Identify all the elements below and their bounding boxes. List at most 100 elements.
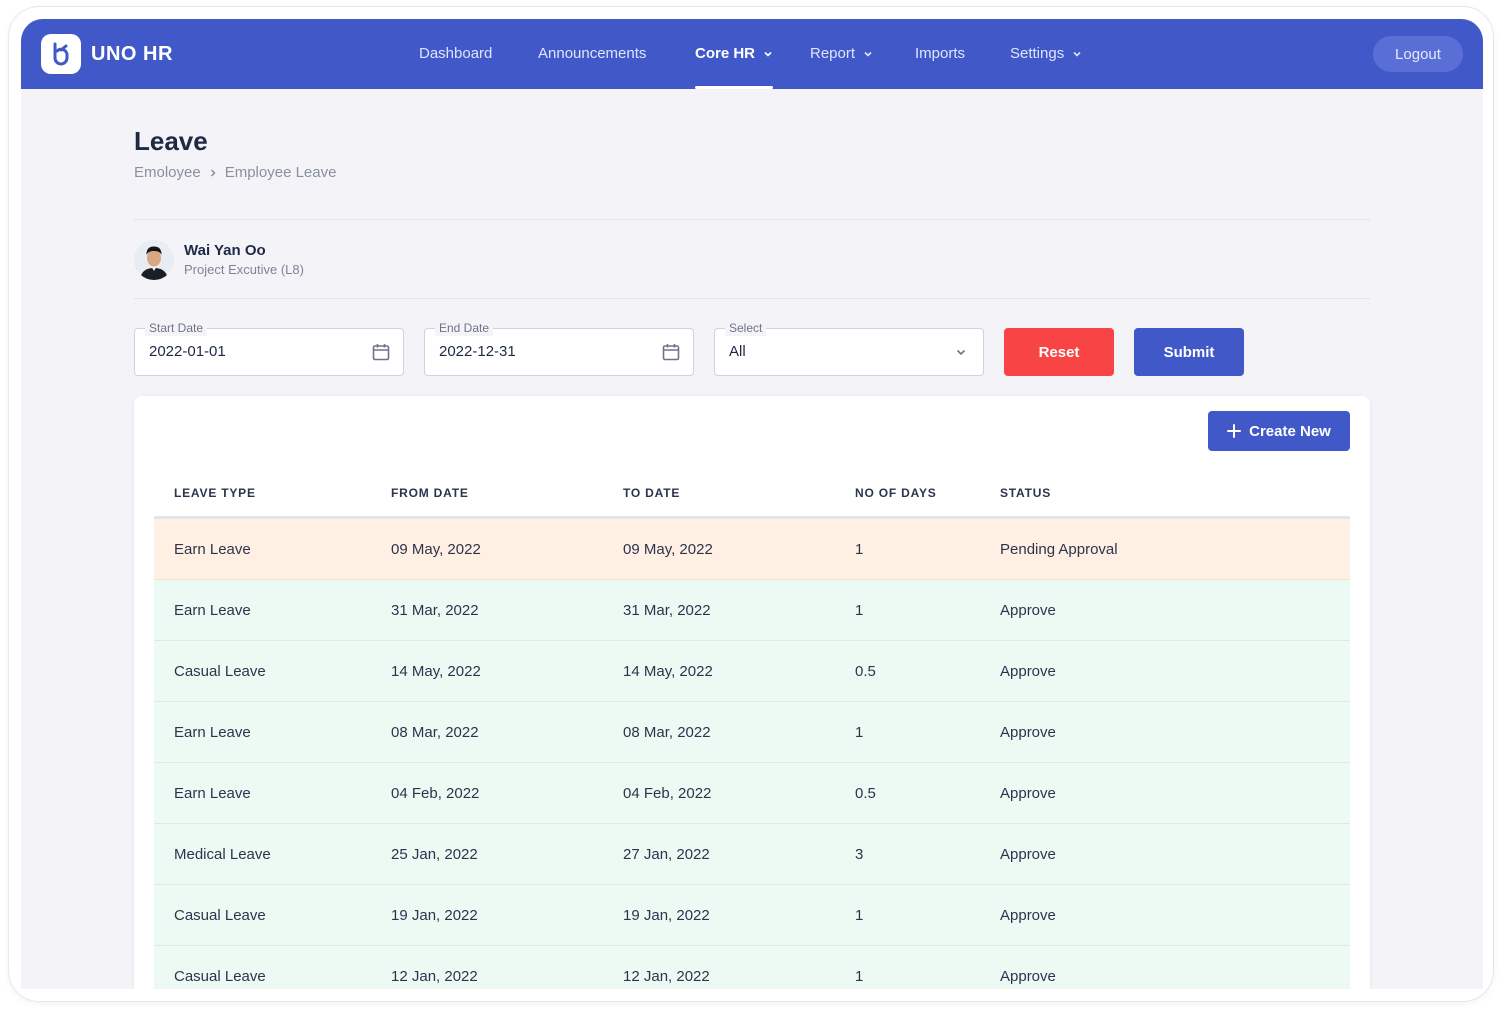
table-row[interactable]: Earn Leave 08 Mar, 2022 08 Mar, 2022 1 A… bbox=[154, 701, 1350, 763]
start-date-value: 2022-01-01 bbox=[149, 343, 226, 360]
start-date-field[interactable]: Start Date 2022-01-01 bbox=[134, 320, 404, 376]
cell-status: Approve bbox=[1000, 640, 1350, 702]
nav-report-label: Report bbox=[810, 45, 856, 62]
cell-from-date: 12 Jan, 2022 bbox=[391, 945, 623, 989]
column-header-status[interactable]: STATUS bbox=[1000, 469, 1350, 519]
cell-to-date: 31 Mar, 2022 bbox=[623, 579, 855, 641]
table-row[interactable]: Earn Leave 04 Feb, 2022 04 Feb, 2022 0.5… bbox=[154, 762, 1350, 824]
create-new-button[interactable]: Create New bbox=[1208, 411, 1350, 451]
nav-imports[interactable]: Imports bbox=[915, 19, 965, 89]
cell-days: 0.5 bbox=[855, 640, 1000, 702]
chevron-down-icon bbox=[1073, 51, 1081, 57]
nav-settings-label: Settings bbox=[1010, 45, 1065, 62]
cell-from-date: 14 May, 2022 bbox=[391, 640, 623, 702]
cell-status: Approve bbox=[1000, 579, 1350, 641]
cell-days: 1 bbox=[855, 701, 1000, 763]
cell-to-date: 19 Jan, 2022 bbox=[623, 884, 855, 946]
column-header-no-of-days[interactable]: NO OF DAYS bbox=[855, 469, 1000, 519]
end-date-field[interactable]: End Date 2022-12-31 bbox=[424, 320, 694, 376]
nav-dashboard-label: Dashboard bbox=[419, 45, 493, 62]
calendar-icon[interactable] bbox=[661, 342, 681, 362]
cell-leave-type: Earn Leave bbox=[154, 579, 391, 641]
cell-leave-type: Earn Leave bbox=[154, 701, 391, 763]
app-screen: UNO HR Dashboard Announcements Core HR R… bbox=[21, 19, 1483, 989]
table-row[interactable]: Earn Leave 31 Mar, 2022 31 Mar, 2022 1 A… bbox=[154, 579, 1350, 641]
avatar bbox=[134, 240, 174, 280]
cell-days: 0.5 bbox=[855, 762, 1000, 824]
status-select-value: All bbox=[729, 343, 746, 360]
header-divider bbox=[134, 219, 1370, 220]
cell-status: Pending Approval bbox=[1000, 517, 1350, 580]
cell-status: Approve bbox=[1000, 701, 1350, 763]
cell-leave-type: Earn Leave bbox=[154, 517, 391, 580]
status-select[interactable]: Select All bbox=[714, 320, 984, 376]
cell-leave-type: Casual Leave bbox=[154, 884, 391, 946]
create-new-label: Create New bbox=[1249, 422, 1331, 440]
cell-leave-type: Earn Leave bbox=[154, 762, 391, 824]
cell-status: Approve bbox=[1000, 762, 1350, 824]
submit-button[interactable]: Submit bbox=[1134, 328, 1244, 376]
reset-button[interactable]: Reset bbox=[1004, 328, 1114, 376]
chevron-down-icon bbox=[864, 51, 872, 57]
plus-icon bbox=[1227, 424, 1242, 438]
cell-status: Approve bbox=[1000, 945, 1350, 989]
chevron-right-icon bbox=[210, 168, 216, 177]
breadcrumb-current: Employee Leave bbox=[224, 164, 337, 181]
cell-from-date: 19 Jan, 2022 bbox=[391, 884, 623, 946]
leave-table: LEAVE TYPE FROM DATE TO DATE NO OF DAYS … bbox=[154, 469, 1350, 989]
end-date-value: 2022-12-31 bbox=[439, 343, 516, 360]
table-row[interactable]: Earn Leave 09 May, 2022 09 May, 2022 1 P… bbox=[154, 517, 1350, 580]
calendar-icon[interactable] bbox=[371, 342, 391, 362]
breadcrumb-employee-link[interactable]: Emoloyee bbox=[134, 164, 201, 181]
column-header-to-date[interactable]: TO DATE bbox=[623, 469, 855, 519]
nav-settings[interactable]: Settings bbox=[1010, 19, 1082, 89]
cell-to-date: 09 May, 2022 bbox=[623, 517, 855, 580]
column-header-leave-type[interactable]: LEAVE TYPE bbox=[154, 469, 391, 519]
nav-announcements-label: Announcements bbox=[538, 45, 647, 62]
nav-dashboard[interactable]: Dashboard bbox=[419, 19, 492, 89]
cell-to-date: 04 Feb, 2022 bbox=[623, 762, 855, 824]
end-date-label: End Date bbox=[435, 320, 494, 336]
uno-hr-logo-icon[interactable] bbox=[41, 34, 81, 74]
cell-status: Approve bbox=[1000, 823, 1350, 885]
nav-imports-label: Imports bbox=[915, 45, 966, 62]
cell-leave-type: Medical Leave bbox=[154, 823, 391, 885]
page-title: Leave bbox=[134, 126, 208, 156]
start-date-label: Start Date bbox=[145, 320, 208, 336]
brand-name: UNO HR bbox=[91, 43, 173, 65]
cell-to-date: 08 Mar, 2022 bbox=[623, 701, 855, 763]
table-row[interactable]: Casual Leave 14 May, 2022 14 May, 2022 0… bbox=[154, 640, 1350, 702]
nav-core-hr-label: Core HR bbox=[695, 45, 756, 62]
nav-report[interactable]: Report bbox=[810, 19, 873, 89]
cell-from-date: 25 Jan, 2022 bbox=[391, 823, 623, 885]
column-header-from-date[interactable]: FROM DATE bbox=[391, 469, 623, 519]
cell-days: 1 bbox=[855, 579, 1000, 641]
cell-days: 1 bbox=[855, 945, 1000, 989]
status-select-label: Select bbox=[725, 320, 767, 336]
cell-days: 3 bbox=[855, 823, 1000, 885]
top-navbar: UNO HR Dashboard Announcements Core HR R… bbox=[21, 19, 1483, 89]
cell-from-date: 04 Feb, 2022 bbox=[391, 762, 623, 824]
nav-announcements[interactable]: Announcements bbox=[538, 19, 646, 89]
cell-leave-type: Casual Leave bbox=[154, 945, 391, 989]
cell-to-date: 14 May, 2022 bbox=[623, 640, 855, 702]
table-row[interactable]: Casual Leave 19 Jan, 2022 19 Jan, 2022 1… bbox=[154, 884, 1350, 946]
profile-divider bbox=[134, 298, 1370, 299]
breadcrumb: Emoloyee Employee Leave bbox=[134, 164, 336, 181]
cell-days: 1 bbox=[855, 517, 1000, 580]
cell-leave-type: Casual Leave bbox=[154, 640, 391, 702]
logout-button[interactable]: Logout bbox=[1373, 36, 1463, 72]
chevron-down-icon bbox=[764, 51, 772, 57]
chevron-down-icon bbox=[956, 349, 966, 356]
leave-table-card: Create New LEAVE TYPE FROM DATE TO DATE … bbox=[134, 396, 1370, 989]
cell-to-date: 12 Jan, 2022 bbox=[623, 945, 855, 989]
cell-status: Approve bbox=[1000, 884, 1350, 946]
cell-days: 1 bbox=[855, 884, 1000, 946]
cell-to-date: 27 Jan, 2022 bbox=[623, 823, 855, 885]
table-row[interactable]: Medical Leave 25 Jan, 2022 27 Jan, 2022 … bbox=[154, 823, 1350, 885]
main-nav: Dashboard Announcements Core HR Report I… bbox=[21, 19, 1483, 89]
nav-core-hr[interactable]: Core HR bbox=[695, 19, 774, 89]
cell-from-date: 09 May, 2022 bbox=[391, 517, 623, 580]
table-row[interactable]: Casual Leave 12 Jan, 2022 12 Jan, 2022 1… bbox=[154, 945, 1350, 989]
employee-role: Project Excutive (L8) bbox=[184, 262, 304, 277]
